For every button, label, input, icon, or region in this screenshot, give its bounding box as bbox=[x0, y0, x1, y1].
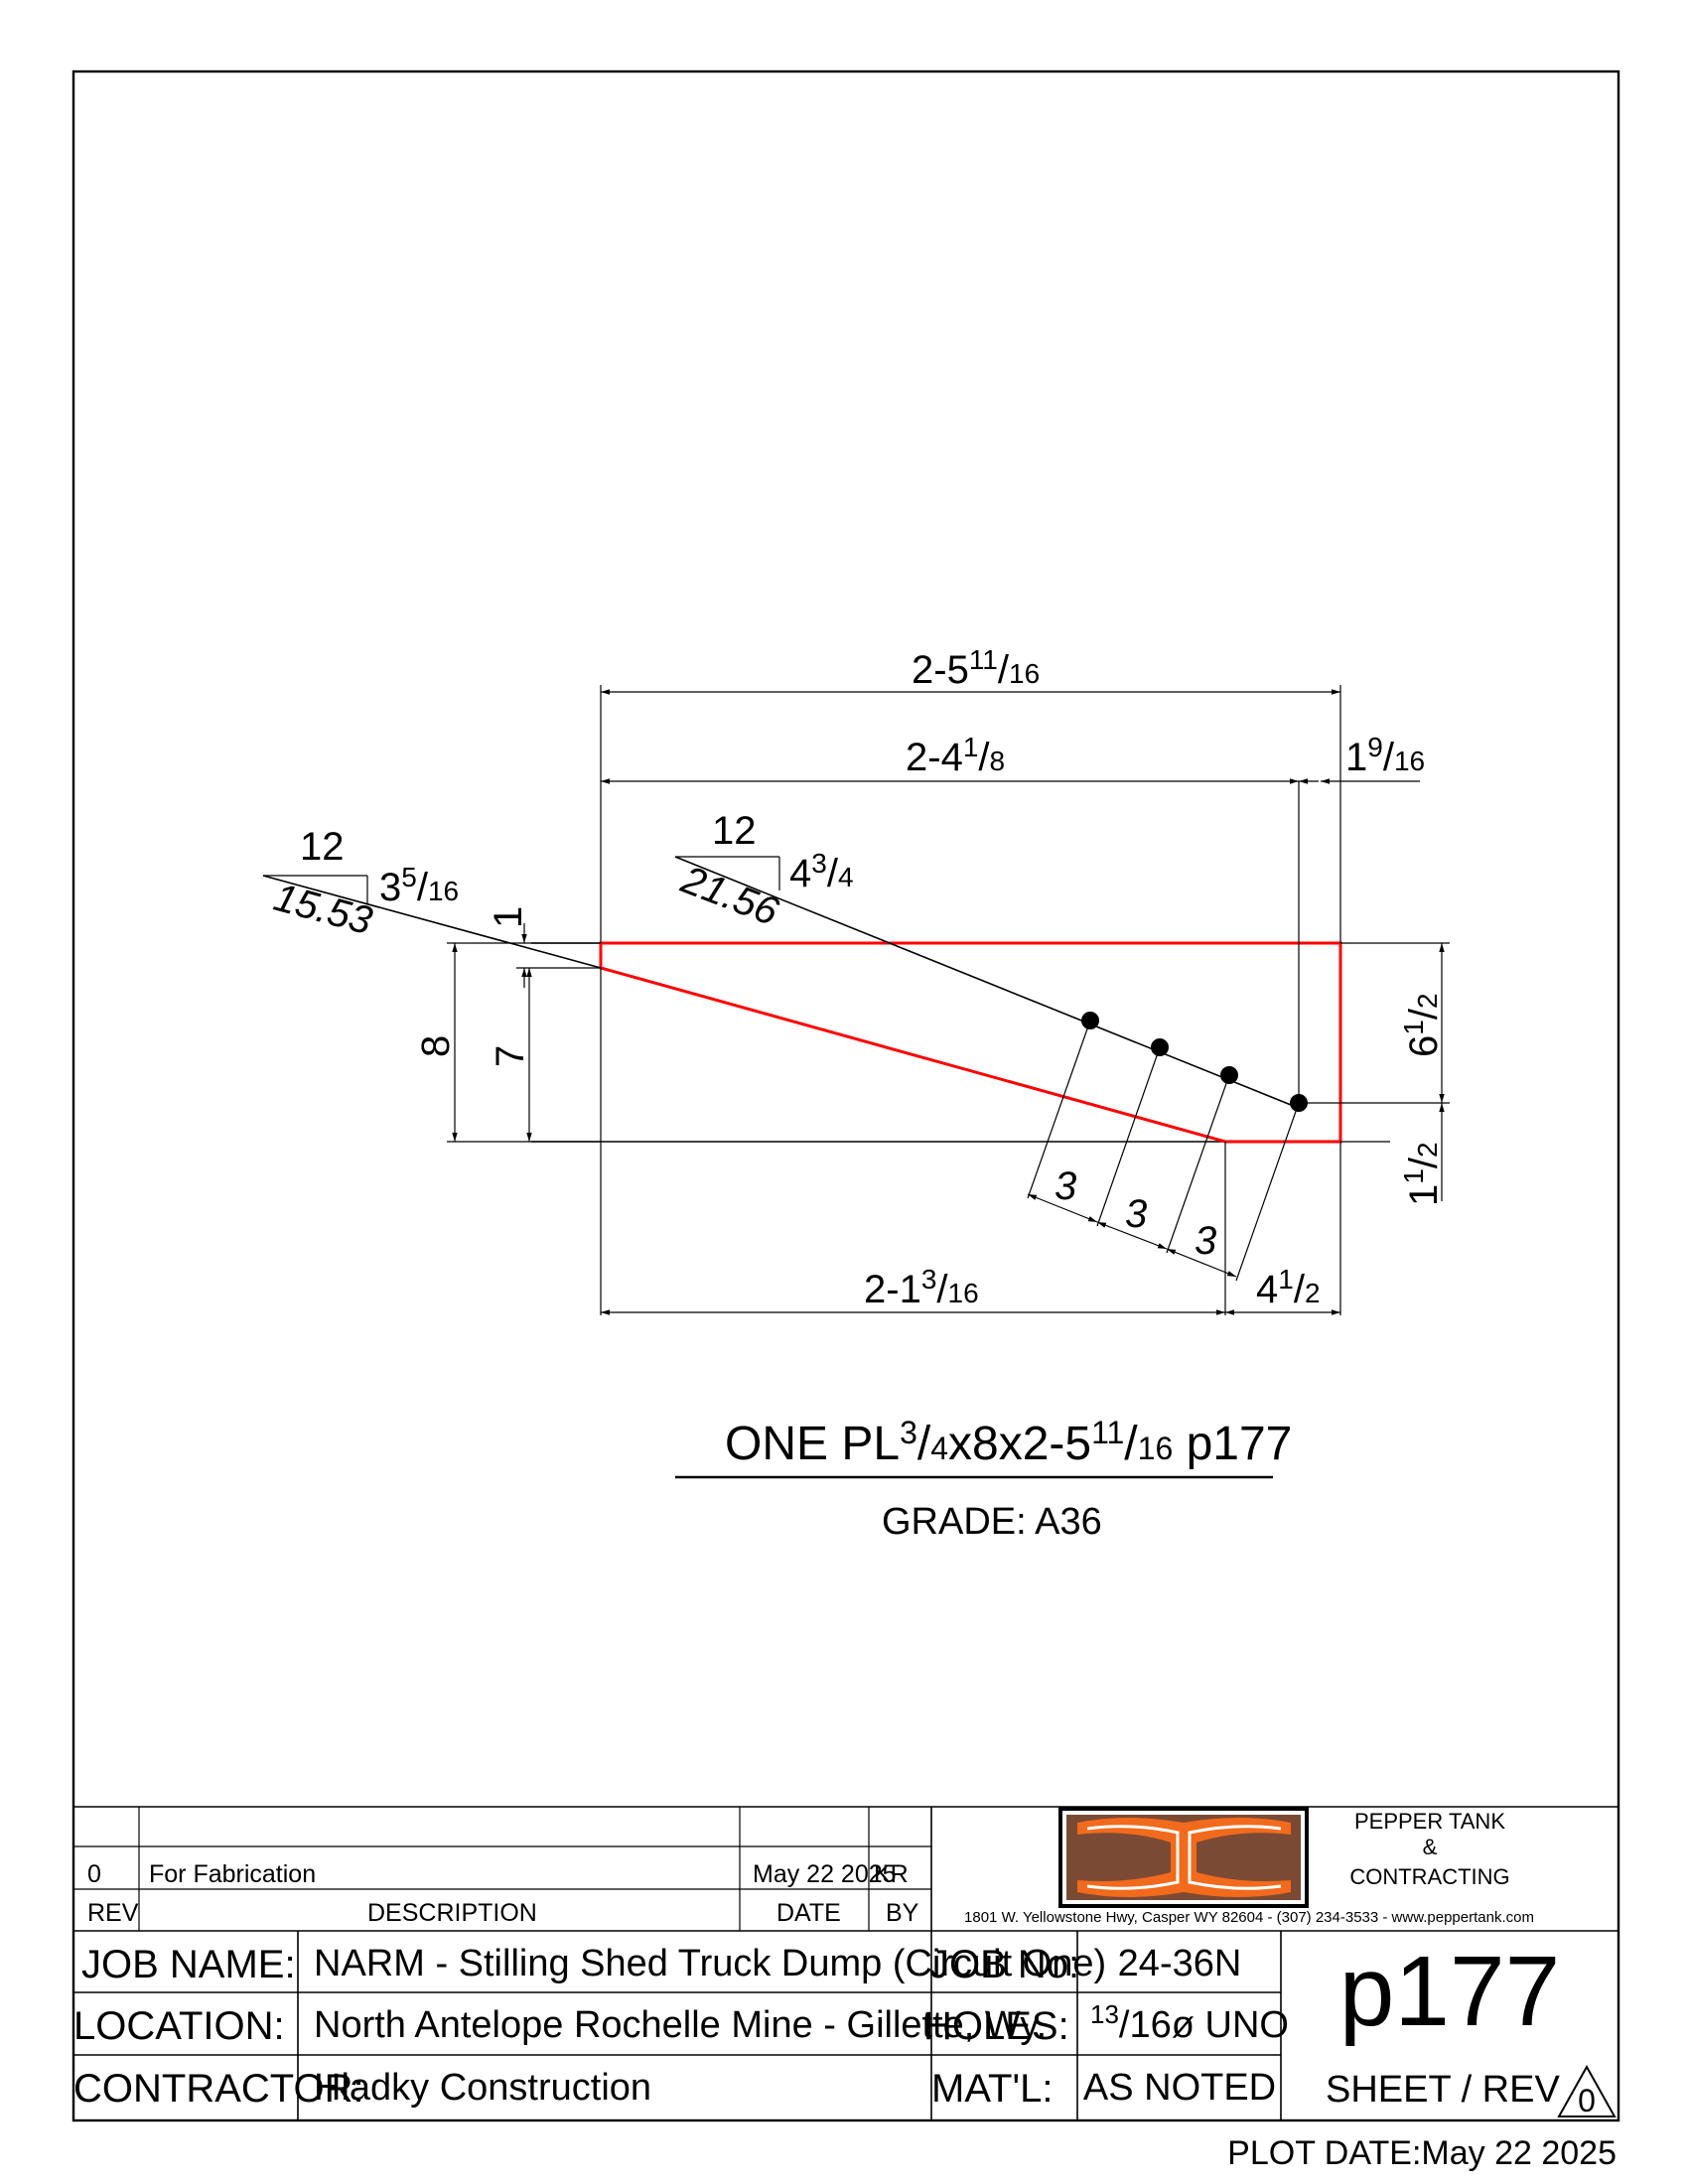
right-bottom-dim: 11/2 bbox=[1398, 1142, 1446, 1206]
plate-outline bbox=[599, 941, 1342, 1144]
hole-spacing-dim: 3 bbox=[1055, 1164, 1076, 1208]
matl: AS NOTED bbox=[1083, 2067, 1276, 2109]
dimensions: 2-511/16 2-41/8 19/16 12 35/16 15.53 12 … bbox=[263, 644, 1450, 1315]
location: North Antelope Rochelle Mine - Gillette,… bbox=[314, 2004, 1047, 2046]
sheet-number: p177 bbox=[1339, 1936, 1560, 2047]
company-name-2: CONTRACTING bbox=[1349, 1864, 1509, 1889]
company-address: 1801 W. Yellowstone Hwy, Casper WY 82604… bbox=[964, 1909, 1534, 1926]
company-amp: & bbox=[1423, 1835, 1438, 1859]
title-block: 0 For Fabrication May 22 2025 KR REV DES… bbox=[73, 1806, 1618, 2172]
slope1-run: 35/16 bbox=[379, 862, 459, 909]
slope2-angle: 21.56 bbox=[675, 858, 785, 935]
rev-description: For Fabrication bbox=[149, 1860, 316, 1888]
part-callout: ONE PL3/4x8x2-511/16 p177 GRADE: A36 bbox=[675, 1415, 1292, 1543]
matl-label: MAT'L: bbox=[931, 2067, 1053, 2111]
plate-view bbox=[262, 781, 1342, 1144]
contractor: Hladky Construction bbox=[314, 2067, 651, 2109]
holes-label: HOLES: bbox=[923, 2004, 1069, 2048]
job-no: 24-36N bbox=[1118, 1943, 1242, 1984]
height-dim: 8 bbox=[414, 1035, 458, 1057]
hole-spacing-dim: 3 bbox=[1125, 1192, 1147, 1236]
rev-triangle-icon bbox=[1557, 2064, 1617, 2117]
top-offset-dim: 1 bbox=[487, 906, 530, 928]
job-name: NARM - Stilling Shed Truck Dump (Circuit… bbox=[314, 1943, 1106, 1984]
bottom-end-dim: 41/2 bbox=[1256, 1264, 1321, 1311]
sheet-rev: 0 bbox=[1578, 2083, 1596, 2118]
rev-number: 0 bbox=[87, 1860, 101, 1888]
rev-date: May 22 2025 bbox=[753, 1860, 897, 1888]
bottom-length-dim: 2-13/16 bbox=[864, 1264, 979, 1311]
sheet-rev-label: SHEET / REV bbox=[1326, 2069, 1560, 2111]
end-offset-dim: 19/16 bbox=[1345, 732, 1425, 779]
date-header: DATE bbox=[776, 1899, 841, 1927]
company-name: PEPPER TANK bbox=[1354, 1809, 1505, 1834]
rev-header: REV bbox=[87, 1899, 139, 1927]
contractor-label: CONTRACTOR: bbox=[73, 2067, 364, 2111]
plot-date: PLOT DATE:May 22 2025 bbox=[1227, 2134, 1617, 2172]
overall-length-dim: 2-511/16 bbox=[912, 644, 1040, 692]
rev-by: KR bbox=[874, 1860, 909, 1888]
right-height-dim: 61/2 bbox=[1398, 993, 1446, 1057]
company-logo bbox=[1058, 1807, 1309, 1908]
by-header: BY bbox=[886, 1899, 919, 1927]
hole-spacing-dim: 3 bbox=[1195, 1219, 1216, 1263]
slope2-rise: 12 bbox=[712, 809, 757, 853]
holes: 13/16ø UNO bbox=[1090, 1999, 1289, 2046]
job-no-label: JOB No: bbox=[929, 1943, 1079, 1986]
slope2-run: 43/4 bbox=[789, 848, 854, 895]
grade: GRADE: A36 bbox=[882, 1501, 1102, 1543]
hole-line-dim: 2-41/8 bbox=[906, 732, 1005, 779]
description-header: DESCRIPTION bbox=[367, 1899, 537, 1927]
job-name-label: JOB NAME: bbox=[81, 1943, 296, 1986]
slope1-angle: 15.53 bbox=[269, 876, 376, 943]
location-label: LOCATION: bbox=[73, 2004, 285, 2048]
slope1-rise: 12 bbox=[300, 825, 345, 869]
part-description: ONE PL3/4x8x2-511/16 p177 bbox=[725, 1415, 1292, 1470]
sheet-border bbox=[71, 69, 1620, 2122]
height-inner-dim: 7 bbox=[489, 1045, 532, 1067]
